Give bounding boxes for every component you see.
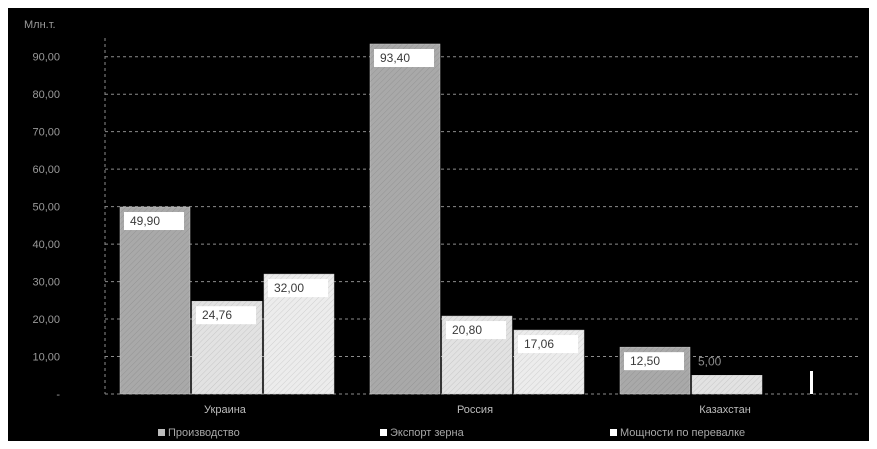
data-label-box [624, 352, 684, 371]
y-tick-label: 70,00 [32, 127, 60, 139]
data-label-box [446, 321, 506, 340]
data-label-box [518, 335, 578, 354]
data-label: 49,90 [130, 214, 160, 228]
y-tick-label: 80,00 [32, 89, 60, 101]
bar-chart: Млн.т. - 10,00 20,00 30,00 40,00 50,00 60,00 70… [24, 19, 858, 439]
data-label: 17,06 [524, 337, 554, 351]
data-label: 32,00 [274, 281, 304, 295]
legend-swatch [610, 429, 617, 436]
legend-label: Производство [168, 427, 240, 439]
category-label: Украина [204, 404, 247, 416]
data-label-box [124, 212, 184, 231]
data-label: 5,00 [698, 354, 722, 368]
y-tick-label: 10,00 [32, 352, 60, 364]
y-tick-label: 60,00 [32, 164, 60, 176]
y-tick-label: - [56, 389, 60, 401]
data-label: 12,50 [630, 354, 660, 368]
legend-swatch [380, 429, 387, 436]
bar-marker [810, 371, 813, 394]
y-tick-label: 90,00 [32, 52, 60, 64]
data-label: 24,76 [202, 308, 232, 322]
y-tick-label: 30,00 [32, 277, 60, 289]
y-tick-label: 20,00 [32, 314, 60, 326]
legend-label: Экспорт зерна [390, 427, 465, 439]
data-label: 93,40 [380, 51, 410, 65]
unit-label: Млн.т. [24, 19, 56, 31]
data-label-box [196, 306, 256, 325]
category-label: Россия [457, 404, 493, 416]
bar-texture [120, 207, 190, 394]
y-tick-label: 40,00 [32, 239, 60, 251]
data-label-box [268, 279, 328, 298]
chart-frame: Млн.т. - 10,00 20,00 30,00 40,00 50,00 60,00 70… [8, 8, 869, 441]
y-tick-label: 50,00 [32, 202, 60, 214]
data-label-box [374, 48, 434, 67]
legend-swatch [158, 429, 165, 436]
bar-texture [370, 43, 440, 394]
data-label: 20,80 [452, 323, 482, 337]
legend-label: Мощности по перевалке [620, 427, 745, 439]
bar-texture [692, 375, 762, 394]
category-label: Казахстан [699, 404, 751, 416]
